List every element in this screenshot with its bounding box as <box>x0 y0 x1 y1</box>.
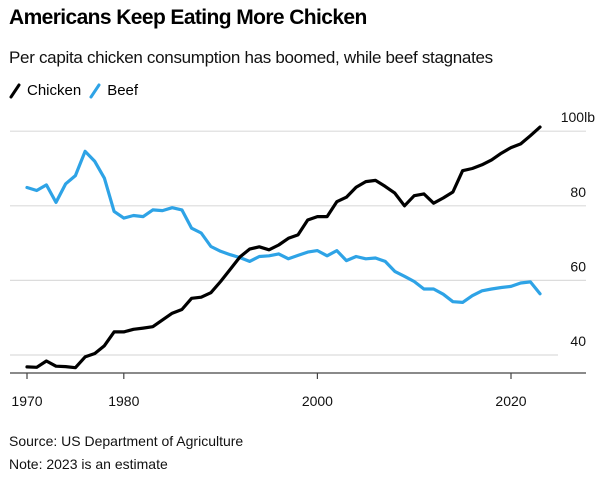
legend: Chicken Beef <box>9 82 146 99</box>
y-tick-label-80: 80 <box>570 184 586 200</box>
legend-swatch-chicken-icon <box>9 83 21 98</box>
x-axis: 1970 1980 2000 2020 <box>10 372 586 409</box>
chart-subtitle: Per capita chicken consumption has boome… <box>9 48 493 67</box>
series-line-chicken <box>25 125 542 370</box>
x-tick-label-1980: 1980 <box>108 393 139 409</box>
legend-swatch-beef-icon <box>89 83 101 98</box>
x-tick-label-2020: 2020 <box>495 393 526 409</box>
series-line-beef <box>25 149 542 304</box>
chart-title: Americans Keep Eating More Chicken <box>9 6 367 29</box>
y-axis-labels: 40 60 80 100lb <box>561 109 595 349</box>
x-tick-label-2000: 2000 <box>302 393 333 409</box>
legend-item-beef: Beef <box>89 82 138 99</box>
source-note: Source: US Department of Agriculture <box>9 433 244 449</box>
x-tick-label-1970: 1970 <box>11 393 42 409</box>
series-lines <box>25 125 542 370</box>
legend-item-chicken: Chicken <box>9 82 81 99</box>
gridlines <box>10 130 586 356</box>
y-tick-label-100: 100lb <box>561 109 595 125</box>
estimate-note: Note: 2023 is an estimate <box>9 456 168 472</box>
y-tick-label-60: 60 <box>570 258 586 274</box>
y-tick-label-40: 40 <box>570 333 586 349</box>
legend-label-chicken: Chicken <box>27 82 82 99</box>
legend-label-beef: Beef <box>107 82 139 99</box>
